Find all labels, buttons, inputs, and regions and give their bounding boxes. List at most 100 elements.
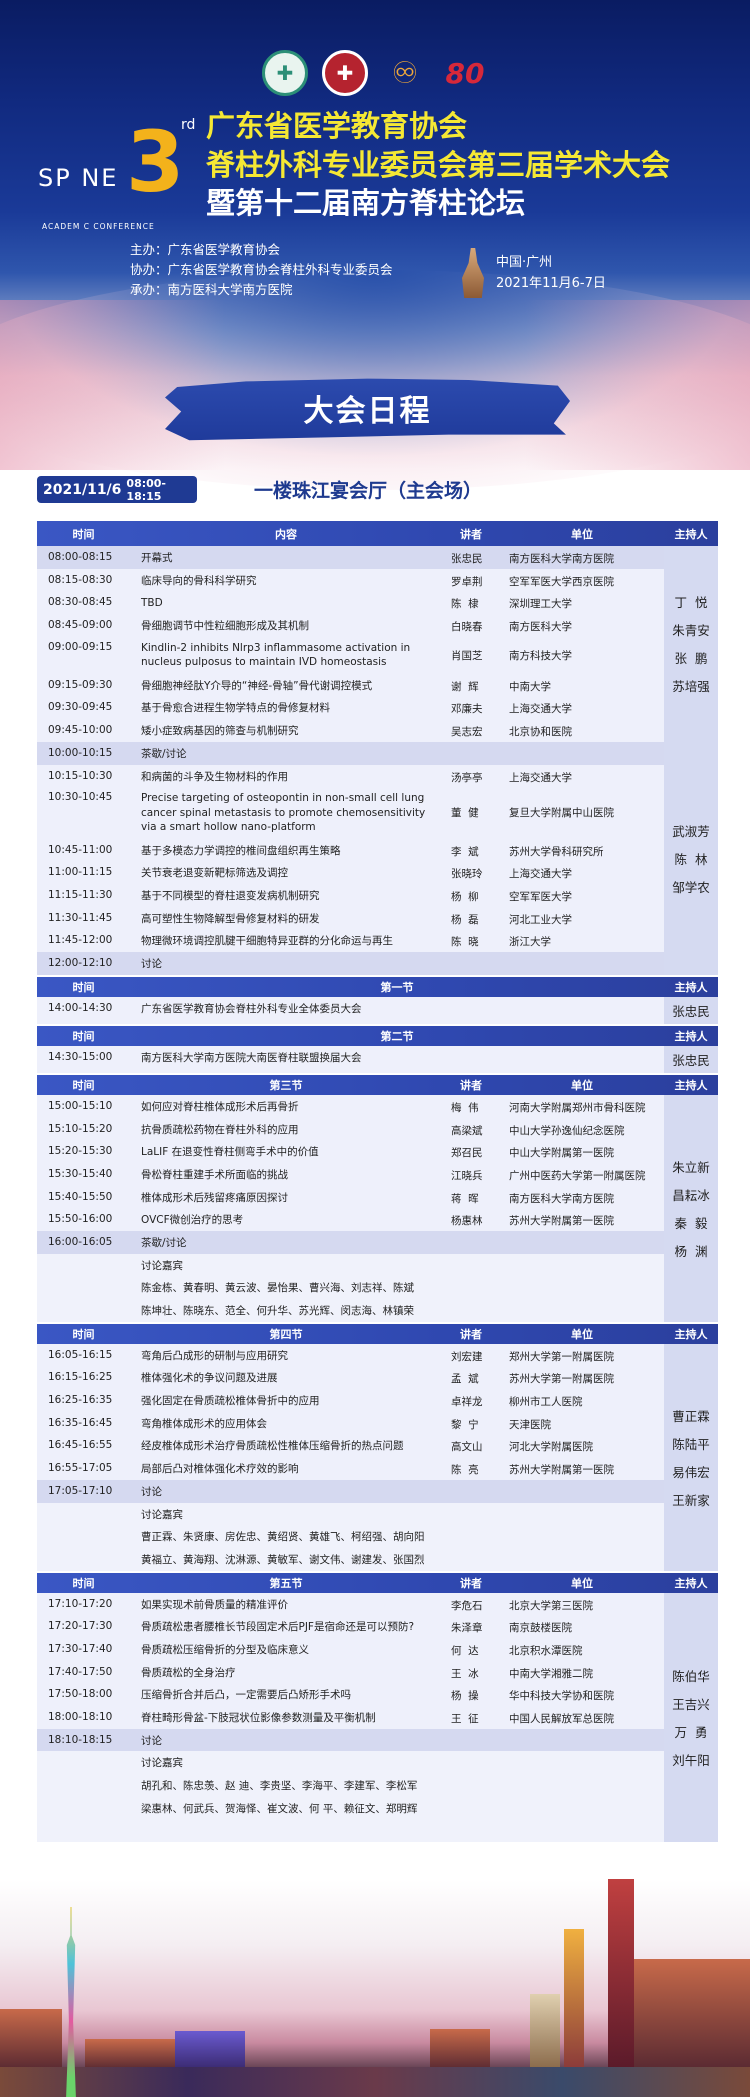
time-cell: 16:35-16:45 [48, 1416, 113, 1429]
time-cell: 16:25-16:35 [48, 1394, 113, 1407]
content-cell: 广东省医学教育协会脊柱外科专业全体委员大会 [141, 1002, 362, 1015]
table-row: 18:10-18:15 讨论 [37, 1728, 664, 1752]
unit-cell: 南方医科大学南方医院 [509, 1192, 614, 1205]
association-logo: ✚ [262, 50, 308, 96]
speaker-cell: 董 健 [451, 807, 479, 820]
content-cell: 基于骨愈合进程生物学特点的骨修复材料 [141, 702, 330, 715]
speaker-cell: 张晓玲 [451, 868, 483, 881]
content-cell: 矮小症致病基因的筛查与机制研究 [141, 725, 299, 738]
speaker-cell: 王 征 [451, 1713, 479, 1725]
host-name: 武淑芳 [672, 823, 710, 839]
content-cell: 压缩骨折合并后凸，一定需要后凸矫形手术吗 [141, 1689, 351, 1702]
time-cell: 15:00-15:10 [48, 1099, 113, 1112]
time-cell: 16:00-16:05 [48, 1235, 113, 1248]
table-row: 15:10-15:20 抗骨质疏松药物在脊柱外科的应用 高梁斌 中山大学孙逸仙纪念医院 [37, 1118, 664, 1141]
unit-cell: 北京大学第三医院 [509, 1599, 593, 1612]
content-cell: 物理微环境调控肌腱干细胞特异亚群的分化命运与再生 [141, 935, 393, 948]
time-cell: 15:30-15:40 [48, 1167, 113, 1180]
table-row: 08:45-09:00 骨细胞调节中性粒细胞形成及其机制 白晓春 南方医科大学 [37, 614, 664, 637]
discussion-guests-row [37, 1819, 664, 1843]
ordinal-suffix: rd [181, 117, 196, 133]
location: 中国·广州 [496, 255, 553, 270]
table-row: 17:40-17:50 骨质疏松的全身治疗 王 冰 中南大学湘雅二院 [37, 1661, 664, 1684]
section-block: 16:05-16:15 弯角后凸成形的研制与应用研究 刘宏建 郑州大学第一附属医院 16… [37, 1343, 718, 1571]
header-host: 主持人 [674, 980, 708, 994]
hospital-logo: ✚ [322, 50, 368, 96]
unit-cell: 苏州大学附属第一医院 [509, 1215, 614, 1228]
header-content: 第二节 [380, 1029, 414, 1043]
speaker-cell: 高文山 [451, 1441, 483, 1454]
header-host: 主持人 [674, 1029, 708, 1043]
content-cell: 陈金栋、黄春明、黄云波、晏怡果、曹兴海、刘志祥、陈斌 [141, 1282, 414, 1295]
host-cell: 张忠民 [664, 996, 718, 1024]
table-row: 14:00-14:30 广东省医学教育协会脊柱外科专业全体委员大会 [37, 997, 664, 1020]
unit-cell: 深圳理工大学 [509, 598, 572, 611]
content-cell: 基于不同模型的脊柱退变发病机制研究 [141, 890, 320, 903]
time-cell: 17:10-17:20 [48, 1597, 113, 1610]
event-dates: 2021年11月6-7日 [496, 276, 606, 291]
host-cell: 曹正霖 陈陆平 易伟宏 王新家 [664, 1343, 718, 1571]
table-row: 17:05-17:10 讨论 [37, 1479, 664, 1503]
speaker-cell: 谢 辉 [451, 680, 479, 693]
table-header: 时间 第一节 主持人 [37, 976, 718, 997]
header-content: 第一节 [380, 980, 414, 994]
content-cell: 椎体成形术后残留疼痛原因探讨 [141, 1191, 288, 1204]
host-name: 王新家 [672, 1492, 710, 1508]
speaker-cell: 陈 棣 [451, 598, 479, 611]
content-cell: 脊柱畸形骨盆-下肢冠状位影像参数测量及平衡机制 [141, 1712, 376, 1724]
discussion-guests-row: 讨论嘉宾 [37, 1502, 664, 1526]
content-cell: Kindlin-2 inhibits Nlrp3 inflammasome ac… [141, 641, 411, 669]
unit-cell: 苏州大学骨科研究所 [509, 845, 604, 858]
speaker-cell: 肖国芝 [451, 649, 483, 662]
discussion-guests-row: 陈坤壮、陈晓东、范全、何升华、苏光辉、闵志海、林镇荣 [37, 1299, 664, 1322]
section-block: 14:30-15:00 南方医科大学南方医院大南医脊柱联盟换届大会 张忠民 [37, 1045, 718, 1073]
venue-title: 一楼珠江宴会厅（主会场） [254, 480, 483, 502]
content-cell: 关节衰老退变新靶标筛选及调控 [141, 867, 288, 880]
host-name: 刘午阳 [672, 1752, 710, 1768]
header-unit: 单位 [571, 527, 593, 541]
time-cell: 17:50-18:00 [48, 1688, 113, 1701]
unit-cell: 南方医科大学南方医院 [509, 553, 614, 565]
table-row: 11:30-11:45 高可塑性生物降解型骨修复材料的研发 杨 磊 河北工业大学 [37, 907, 664, 930]
content-cell: 茶歇/讨论 [141, 747, 187, 760]
time-cell: 14:30-15:00 [48, 1050, 113, 1063]
speaker-cell: 卓祥龙 [451, 1396, 483, 1409]
content-cell: LaLIF 在退变性脊柱侧弯手术中的价值 [141, 1146, 319, 1159]
table-header: 时间 第二节 主持人 [37, 1025, 718, 1046]
time-cell: 17:30-17:40 [48, 1642, 113, 1655]
session-rows: 10:00-10:15 茶歇/讨论 10:15-10:30 和病菌的斗争及生物材料的作… [37, 741, 664, 975]
host-name: 杨 渊 [674, 1243, 708, 1259]
table-row: 10:45-11:00 基于多模态力学调控的椎间盘组织再生策略 李 斌 苏州大学骨科研… [37, 839, 664, 862]
time-cell: 16:55-17:05 [48, 1462, 113, 1475]
day-badge: 2021/11/6 08:00-18:15 [37, 476, 197, 503]
speaker-cell: 朱泽章 [451, 1622, 483, 1635]
time-cell: 12:00-12:10 [48, 957, 113, 970]
speaker-cell: 李 斌 [451, 845, 479, 858]
content-cell: 如果实现术前骨质量的精准评价 [141, 1598, 288, 1611]
table-row: 17:30-17:40 骨质疏松压缩骨折的分型及临床意义 何 达 北京积水潭医院 [37, 1638, 664, 1661]
table-row: 17:10-17:20 如果实现术前骨质量的精准评价 李危石 北京大学第三医院 [37, 1593, 664, 1616]
unit-cell: 华中科技大学协和医院 [509, 1690, 614, 1703]
schedule-table: 时间 内容 讲者 单位 主持人 08:00-08:15 开幕式 张忠民 南方医科大学南方医院 08… [37, 521, 718, 1843]
table-row: 16:05-16:15 弯角后凸成形的研制与应用研究 刘宏建 郑州大学第一附属医院 [37, 1344, 664, 1367]
content-cell: 胡孔和、陈忠羡、赵 迪、李贵坚、李海平、李建军、李松军 [141, 1780, 418, 1793]
header-speaker: 讲者 [460, 1078, 482, 1092]
table-row: 16:45-16:55 经皮椎体成形术治疗骨质疏松性椎体压缩骨折的热点问题 高文山 河… [37, 1434, 664, 1457]
discussion-guests-row: 胡孔和、陈忠羡、赵 迪、李贵坚、李海平、李建军、李松军 [37, 1774, 664, 1797]
time-cell: 15:40-15:50 [48, 1190, 113, 1203]
unit-cell: 浙江大学 [509, 936, 551, 949]
content-cell: 曹正霖、朱贤康、房佐忠、黄绍贤、黄雄飞、柯绍强、胡向阳 [141, 1531, 425, 1544]
time-cell: 17:20-17:30 [48, 1620, 113, 1633]
speaker-cell: 张忠民 [451, 553, 483, 565]
content-cell: 讨论嘉宾 [141, 1259, 183, 1272]
header-unit: 单位 [571, 1576, 593, 1590]
speaker-cell: 罗卓荆 [451, 575, 483, 588]
table-row: 08:15-08:30 临床导向的骨科科学研究 罗卓荆 空军军医大学西京医院 [37, 569, 664, 592]
header-host: 主持人 [674, 1576, 708, 1590]
table-row: 15:30-15:40 骨松脊柱重建手术所面临的挑战 江晓兵 广州中医药大学第一附属医… [37, 1163, 664, 1186]
table-row: 11:00-11:15 关节衰老退变新靶标筛选及调控 张晓玲 上海交通大学 [37, 861, 664, 884]
session-rows: 17:10-17:20 如果实现术前骨质量的精准评价 李危石 北京大学第三医院 17:2… [37, 1592, 664, 1843]
host-name: 王吉兴 [672, 1696, 710, 1712]
table-row: 08:30-08:45 TBD 陈 棣 深圳理工大学 [37, 591, 664, 614]
host-cell: 朱立新 昌耘冰秦 毅杨 渊 [664, 1094, 718, 1322]
